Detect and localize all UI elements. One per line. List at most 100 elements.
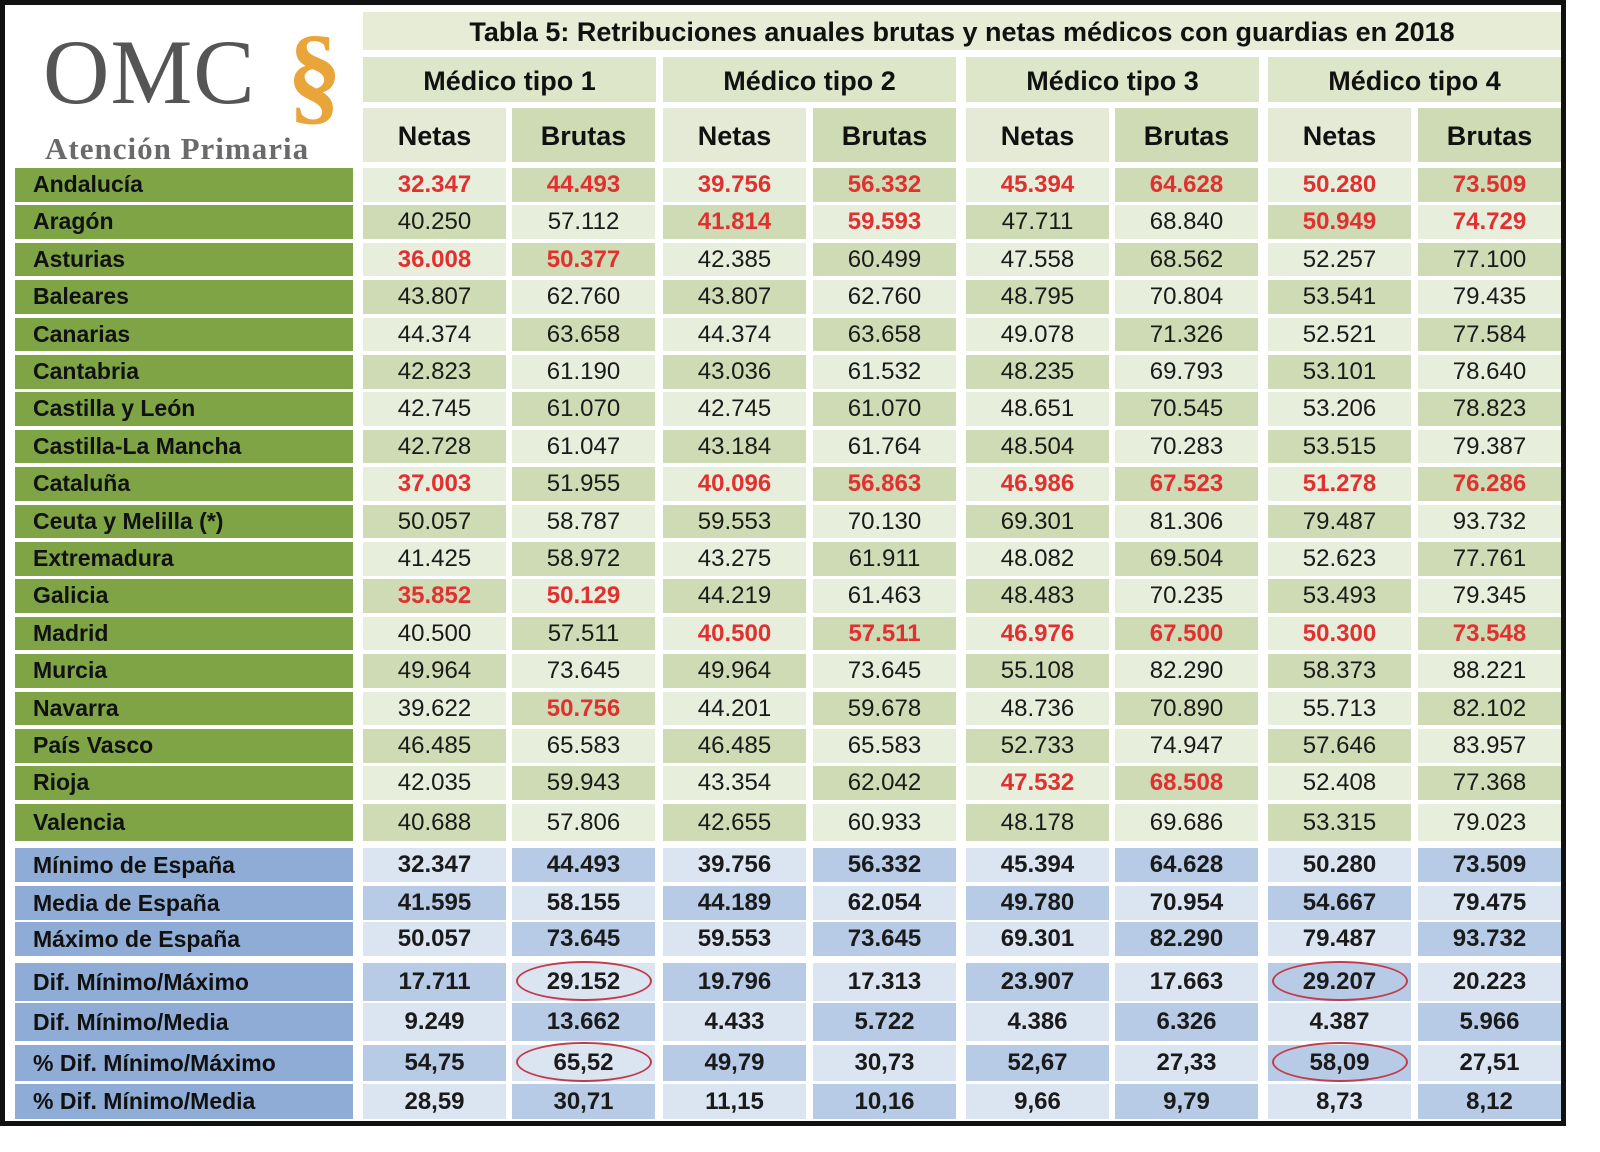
- value-cell: 5.966: [1418, 1003, 1561, 1041]
- value-text: 69.301: [1000, 507, 1075, 535]
- value-cell: 28,59: [363, 1084, 506, 1119]
- logo-subtitle: Atención Primaria: [45, 131, 310, 166]
- value-text: 57.646: [1302, 732, 1377, 759]
- value-cell: 48.483: [966, 579, 1109, 613]
- region-row: País Vasco 46.485 65.583 46.485 65.583 52.733…: [5, 729, 1561, 763]
- value-cell: 62.760: [512, 280, 655, 314]
- value-text: 51.955: [546, 470, 621, 498]
- value-cell: 17.313: [813, 963, 956, 1001]
- row-label: Andalucía: [15, 168, 353, 202]
- value-cell: 42.823: [363, 355, 506, 389]
- value-text: 52.521: [1302, 320, 1377, 348]
- value-text: 63.658: [546, 320, 621, 348]
- value-text: 70.235: [1149, 582, 1224, 610]
- value-text: 11,15: [705, 1088, 764, 1115]
- value-text: 17.711: [398, 968, 471, 995]
- value-cell: 93.732: [1418, 922, 1561, 956]
- value-text: 44.189: [697, 889, 772, 916]
- row-label: Navarra: [15, 691, 353, 726]
- row-label: Cantabria: [15, 355, 353, 389]
- value-text: 43.184: [697, 432, 772, 460]
- value-text: 30,73: [854, 1049, 915, 1076]
- value-cell: 9,79: [1115, 1084, 1258, 1119]
- value-text: 9,79: [1163, 1088, 1210, 1115]
- value-cell: 61.070: [813, 392, 956, 426]
- value-cell: 59.943: [512, 766, 655, 800]
- value-cell: 88.221: [1418, 654, 1561, 688]
- value-cell: 79.487: [1268, 922, 1411, 956]
- value-text: 54.667: [1302, 889, 1377, 916]
- group-header-4: Médico tipo 4: [1268, 57, 1561, 102]
- value-cell: 68.840: [1115, 205, 1258, 239]
- value-text: 61.190: [546, 358, 621, 385]
- value-text: 79.487: [1302, 507, 1377, 535]
- value-text: 49.780: [1000, 889, 1075, 916]
- value-cell: 30,73: [813, 1045, 956, 1081]
- value-cell: 70.954: [1115, 886, 1258, 920]
- row-label: Galicia: [15, 579, 353, 613]
- value-cell: 57.511: [512, 616, 655, 651]
- value-text: 61.532: [847, 358, 922, 385]
- column-header-brutas: Brutas: [512, 108, 655, 162]
- value-text: 69.686: [1149, 808, 1224, 836]
- summary-row: Mínimo de España 32.347 44.493 39.756 56.332…: [5, 848, 1561, 882]
- value-cell: 43.354: [663, 766, 806, 800]
- value-text: 49.078: [1000, 320, 1075, 348]
- value-cell: 42.728: [363, 429, 506, 464]
- value-text: 70.804: [1149, 283, 1224, 311]
- value-cell: 48.795: [966, 280, 1109, 314]
- value-text: 62.042: [847, 769, 922, 797]
- value-text: 42.035: [397, 769, 472, 797]
- value-cell: 44.374: [663, 317, 806, 352]
- row-label: Baleares: [15, 280, 353, 314]
- logo-brand: OMC: [43, 21, 256, 123]
- row-label: País Vasco: [15, 729, 353, 763]
- column-header-netas: Netas: [966, 108, 1109, 162]
- value-text: 53.541: [1302, 283, 1377, 311]
- value-cell: 49.964: [363, 654, 506, 688]
- value-cell: 58.373: [1268, 654, 1411, 688]
- value-text: 74.947: [1149, 732, 1224, 759]
- value-text: 73.645: [546, 657, 621, 685]
- value-text: 50.057: [397, 507, 472, 535]
- value-cell: 79.387: [1418, 429, 1561, 464]
- column-header-netas: Netas: [663, 108, 806, 162]
- value-cell: 60.499: [813, 242, 956, 277]
- value-cell: 67.523: [1115, 467, 1258, 501]
- value-cell: 77.761: [1418, 542, 1561, 576]
- row-label: Valencia: [15, 803, 353, 841]
- value-text: 39.756: [697, 851, 772, 878]
- value-cell: 78.640: [1418, 355, 1561, 389]
- value-cell: 41.814: [663, 205, 806, 239]
- value-text: 47.558: [1000, 245, 1075, 273]
- value-text: 41.595: [397, 889, 472, 916]
- group-header-3: Médico tipo 3: [966, 57, 1259, 102]
- value-cell: 46.485: [363, 729, 506, 763]
- value-text: 77.584: [1452, 320, 1527, 348]
- value-cell: 36.008: [363, 242, 506, 277]
- value-text: 62.054: [847, 889, 922, 916]
- value-cell: 59.553: [663, 922, 806, 956]
- value-text: 23.907: [1000, 968, 1075, 995]
- value-cell: 77.584: [1418, 317, 1561, 352]
- value-cell: 61.190: [512, 355, 655, 389]
- value-text: 79.475: [1452, 889, 1527, 916]
- value-cell: 62.042: [813, 766, 956, 800]
- value-text: 73.509: [1452, 171, 1527, 198]
- value-cell: 79.435: [1418, 280, 1561, 314]
- value-text: 40.688: [397, 808, 472, 836]
- value-cell: 51.278: [1268, 467, 1411, 501]
- value-text: 59.593: [847, 208, 922, 236]
- value-text: 39.756: [697, 171, 772, 198]
- value-cell: 17.711: [363, 963, 506, 1001]
- region-row: Ceuta y Melilla (*) 50.057 58.787 59.553 70.…: [5, 504, 1561, 539]
- highlight-circle: [515, 1042, 652, 1082]
- highlight-circle: [1271, 961, 1408, 1001]
- value-text: 4.387: [1309, 1008, 1370, 1035]
- value-text: 50.129: [546, 582, 621, 610]
- value-text: 74.729: [1452, 208, 1527, 236]
- value-cell: 39.622: [363, 691, 506, 726]
- summary-row: Media de España 41.595 58.155 44.189 62.054 4…: [5, 886, 1561, 920]
- value-cell: 70.283: [1115, 429, 1258, 464]
- value-text: 48.178: [1000, 808, 1075, 836]
